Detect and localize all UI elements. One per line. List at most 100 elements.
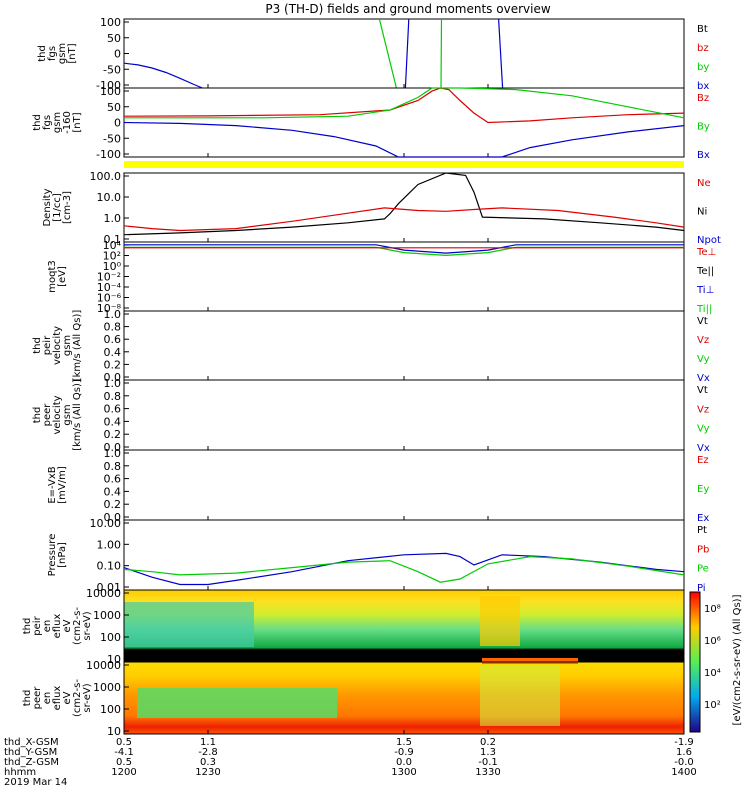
ylabel-line: thd xyxy=(22,690,33,707)
ytick-label: 0.8 xyxy=(104,390,122,403)
ylabel-line: gsm xyxy=(62,404,73,425)
legend-bz: bz xyxy=(697,43,709,54)
series-Te xyxy=(124,246,684,257)
ylabel-line: en xyxy=(42,692,53,705)
series-Pi xyxy=(123,552,685,586)
legend-Vt: Vt xyxy=(697,385,708,396)
footer-label: thd_Y-GSM xyxy=(4,747,57,758)
footer-value: -0.0 xyxy=(674,757,694,768)
footer-value: 0.5 xyxy=(116,757,132,768)
legend-Ti⊥: Ti⊥ xyxy=(696,285,714,296)
legend-Vy: Vy xyxy=(697,424,710,435)
ytick-label: 0.1 xyxy=(104,233,122,246)
series-By xyxy=(124,87,685,119)
legend-Vx: Vx xyxy=(697,443,710,454)
axes-frame xyxy=(123,87,685,158)
colorbar-fill xyxy=(689,591,701,733)
ytick-label: 10000 xyxy=(86,659,121,672)
ylabel-line: Density xyxy=(42,188,53,226)
series-by xyxy=(440,18,443,89)
legend-by: by xyxy=(697,62,709,73)
edge-band xyxy=(482,658,578,664)
ytick-label: -100 xyxy=(96,79,121,92)
ylabel-line: gsm xyxy=(57,43,68,64)
ytick-label: 1.0 xyxy=(104,377,122,390)
ylabel-line: thd xyxy=(32,407,43,424)
legend-Ey: Ey xyxy=(697,484,709,495)
series-Pe xyxy=(123,555,685,583)
panel-peir_spectrogram: 10000 1000 100 10 thd peir en eflux eV (cm2-s-sr-… xyxy=(22,587,685,666)
legend-Bt: Bt xyxy=(697,24,708,35)
ylabel-line: peir xyxy=(32,615,43,635)
panel-fgs: 100 50 0 -50 -100 thd fgs gsm [nT] Bt bz by bx xyxy=(37,16,709,92)
footer-value: 0.0 xyxy=(396,757,412,768)
ytick-label: 100 xyxy=(100,16,121,29)
ytick-label: 10⁻⁴ xyxy=(97,281,122,294)
series-Bx xyxy=(123,121,685,158)
ytick-label: 0 xyxy=(114,48,121,61)
ytick-label: 10⁻⁶ xyxy=(97,292,122,305)
ytick-label: 0.2 xyxy=(104,498,122,511)
ytick-label: 0.4 xyxy=(104,346,122,359)
legend-Ti||: Ti|| xyxy=(696,304,712,315)
ylabel-line: peer xyxy=(32,686,43,710)
ytick-label: 10000 xyxy=(86,587,121,600)
footer-value: 1.5 xyxy=(396,737,412,748)
ytick-label: 0 xyxy=(114,117,121,130)
axes-frame xyxy=(123,379,685,451)
ytick-label: 50 xyxy=(107,101,121,114)
axes-frame xyxy=(123,310,685,381)
legend-Vx: Vx xyxy=(697,373,710,384)
ylabel-line: thd xyxy=(32,337,43,354)
ytick-label: 1.00 xyxy=(97,538,122,551)
ylabel-line: velocity xyxy=(52,395,63,434)
ylabel-line: (cm2-s- xyxy=(72,607,83,645)
ylabel-line: en xyxy=(42,620,53,633)
ylabel-line: moqt3 xyxy=(47,260,58,293)
legend-Pi: Pi xyxy=(697,583,706,594)
footer-value: -0.9 xyxy=(394,747,414,758)
ytick-label: 100 xyxy=(100,85,121,98)
legend-Ni: Ni xyxy=(697,207,707,218)
footer-value: 0.5 xyxy=(116,737,132,748)
ylabel-line: [km/s (All Qs)] xyxy=(72,310,83,382)
footer-value: -4.1 xyxy=(114,747,134,758)
footer-value: 1.6 xyxy=(676,747,692,758)
ylabel-line: thd xyxy=(37,45,48,62)
legend-Pb: Pb xyxy=(697,544,709,555)
colorbar-tick: 10⁴ xyxy=(704,668,721,679)
ytick-label: 1000 xyxy=(93,609,121,622)
footer-value: -0.1 xyxy=(478,757,498,768)
ylabel-line: [cm-3] xyxy=(62,191,73,224)
ylabel-line: sr-eV) xyxy=(82,683,93,712)
ylabel-line: sr-eV) xyxy=(82,611,93,640)
colorbar-label: [eV/(cm2-s-sr-eV) (All Qs)] xyxy=(732,594,743,725)
colorbar-tick: 10⁶ xyxy=(704,636,721,647)
axes-frame xyxy=(123,18,685,89)
axes-frame xyxy=(123,449,685,521)
ylabel-line: eV xyxy=(62,619,73,632)
ytick-label: 0.6 xyxy=(104,333,122,346)
ytick-label: 0.0 xyxy=(104,371,122,384)
legend-By: By xyxy=(697,122,710,133)
ytick-label: 0.2 xyxy=(104,358,122,371)
central-band xyxy=(480,666,560,726)
footer-value: -1.9 xyxy=(674,737,694,748)
ytick-label: 0.6 xyxy=(104,473,122,486)
legend-Ex: Ex xyxy=(697,513,709,524)
panel-density: 100.0 10.0 1.0 0.1 Density [1/cc] [cm-3] Ne Ni Np… xyxy=(42,170,721,246)
footer-value: 0.2 xyxy=(480,737,496,748)
footer-value: 1300 xyxy=(391,767,416,778)
colorbar-tick: 10⁸ xyxy=(704,604,721,615)
ytick-label: 0.01 xyxy=(97,581,122,594)
ylabel-line: [nPa] xyxy=(57,542,68,568)
ytick-label: 0.4 xyxy=(104,485,122,498)
legend-Vz: Vz xyxy=(697,404,709,415)
colorbar: 10⁸ 10⁶ 10⁴ 10² [eV/(cm2-s-sr-eV) (All Qs)] xyxy=(689,591,743,733)
panel-peir_velocity: 1.00.80.60.40.20.0 thd peir velocity gsm [km/… xyxy=(32,308,710,384)
ytick-label: 10⁻² xyxy=(97,271,121,284)
low-energy-blob xyxy=(124,602,254,647)
series-bx xyxy=(123,62,203,89)
ytick-label: -50 xyxy=(103,132,121,145)
